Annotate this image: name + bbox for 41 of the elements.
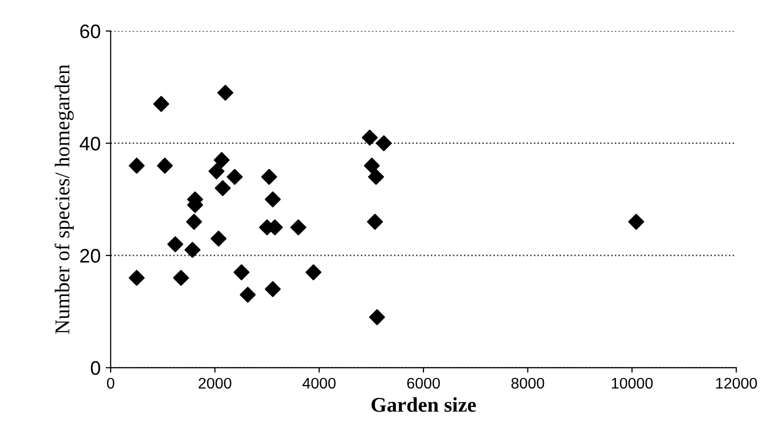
point	[240, 286, 256, 303]
x-tick-label: 6000	[407, 378, 440, 389]
point	[305, 264, 322, 280]
x-tick-label: 0	[106, 378, 114, 389]
point	[208, 163, 224, 180]
point	[628, 214, 644, 230]
point	[290, 219, 306, 236]
point	[128, 270, 145, 286]
point	[153, 96, 170, 112]
point	[367, 214, 383, 230]
point	[261, 168, 278, 185]
y-axis-title: Number of species/ homegarden	[54, 64, 74, 334]
point	[364, 158, 380, 174]
y-tick-label: 40	[80, 136, 100, 150]
x-axis-title: Garden size	[372, 397, 476, 412]
point	[362, 130, 378, 146]
point	[226, 168, 243, 185]
x-tick-label: 8000	[511, 378, 544, 389]
point	[264, 191, 281, 208]
point	[234, 264, 250, 280]
y-tick-label: 0	[90, 361, 100, 375]
point	[156, 158, 173, 174]
point	[167, 236, 184, 252]
x-tick-label: 12000	[716, 378, 757, 389]
x-tick-label: 4000	[302, 378, 336, 389]
point	[368, 168, 384, 185]
y-tick-label: 60	[80, 24, 100, 38]
point	[184, 242, 200, 258]
point	[264, 281, 281, 298]
x-tick-label: 10000	[612, 378, 653, 389]
point	[210, 230, 227, 247]
point	[186, 214, 202, 230]
point	[173, 270, 189, 286]
point	[369, 309, 386, 326]
point	[217, 84, 234, 101]
point	[128, 158, 145, 174]
point	[214, 180, 231, 196]
point	[214, 152, 230, 168]
y-tick-label: 20	[80, 248, 100, 263]
point	[376, 135, 392, 152]
x-tick-label: 2000	[198, 378, 232, 389]
